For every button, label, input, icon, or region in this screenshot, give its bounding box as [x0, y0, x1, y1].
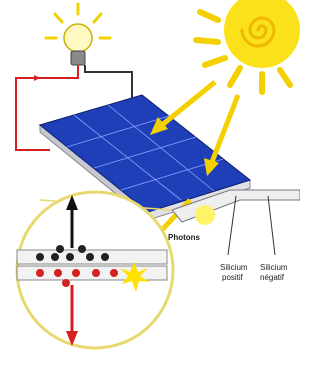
silicon-negative-line1: Silicium [260, 263, 288, 272]
current-arrow [34, 75, 40, 81]
light-bulb [46, 4, 110, 65]
solar-cell-diagram: Photons Silicium positif Silicium négati… [0, 0, 300, 376]
pointer-positive [228, 196, 236, 255]
pointer-negative [268, 196, 275, 255]
magnified-view [17, 192, 173, 348]
sun [196, 0, 300, 92]
silicon-positive-line2: positif [222, 273, 244, 282]
photons-label: Photons [168, 233, 201, 242]
photon-spark [195, 205, 215, 225]
silicon-positive-line1: Silicium [220, 263, 248, 272]
silicon-negative-line2: négatif [260, 273, 285, 282]
wire-positive [85, 65, 132, 100]
